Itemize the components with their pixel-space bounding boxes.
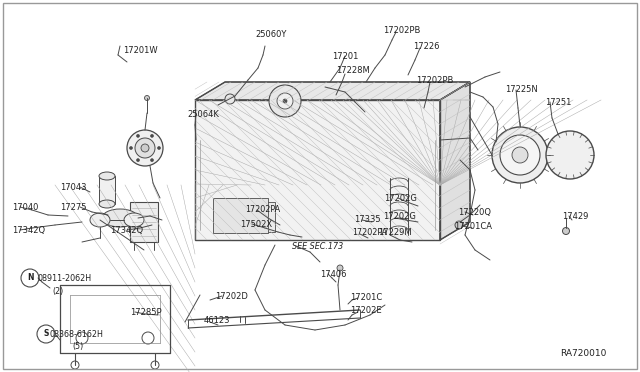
Text: N: N bbox=[27, 273, 33, 282]
Text: 17406: 17406 bbox=[320, 270, 346, 279]
Text: 17201W: 17201W bbox=[123, 46, 157, 55]
Bar bbox=[130, 202, 158, 242]
Text: 17202PA: 17202PA bbox=[245, 205, 280, 214]
Circle shape bbox=[500, 135, 540, 175]
Circle shape bbox=[563, 228, 570, 234]
Text: 17342Q: 17342Q bbox=[12, 226, 45, 235]
Ellipse shape bbox=[99, 200, 115, 208]
Text: 17220Q: 17220Q bbox=[458, 208, 491, 217]
Ellipse shape bbox=[102, 209, 138, 227]
Circle shape bbox=[157, 147, 161, 150]
Circle shape bbox=[76, 332, 88, 344]
Circle shape bbox=[37, 325, 55, 343]
Circle shape bbox=[71, 361, 79, 369]
Text: 17229M: 17229M bbox=[378, 228, 412, 237]
Text: S: S bbox=[44, 330, 49, 339]
Circle shape bbox=[136, 134, 140, 137]
Circle shape bbox=[145, 96, 150, 100]
Bar bbox=[215, 202, 275, 232]
Text: 17202G: 17202G bbox=[383, 212, 416, 221]
Text: 17202D: 17202D bbox=[215, 292, 248, 301]
Ellipse shape bbox=[99, 172, 115, 180]
Circle shape bbox=[136, 158, 140, 161]
Circle shape bbox=[283, 99, 287, 103]
Text: RA720010: RA720010 bbox=[560, 349, 606, 358]
Circle shape bbox=[150, 134, 154, 137]
Circle shape bbox=[225, 94, 235, 104]
Circle shape bbox=[150, 158, 154, 161]
Circle shape bbox=[337, 265, 343, 271]
Circle shape bbox=[269, 85, 301, 117]
Text: 17040: 17040 bbox=[12, 203, 38, 212]
Circle shape bbox=[127, 130, 163, 166]
Text: 17202PB: 17202PB bbox=[383, 26, 420, 35]
Text: 25064K: 25064K bbox=[187, 110, 219, 119]
Text: (2): (2) bbox=[52, 287, 63, 296]
Text: 17201: 17201 bbox=[332, 52, 358, 61]
Text: 17335: 17335 bbox=[354, 215, 381, 224]
Text: 17043: 17043 bbox=[60, 183, 86, 192]
Ellipse shape bbox=[90, 213, 110, 227]
Circle shape bbox=[135, 138, 155, 158]
Text: 46123: 46123 bbox=[204, 316, 230, 325]
Text: 17202G: 17202G bbox=[384, 194, 417, 203]
Circle shape bbox=[141, 144, 149, 152]
Text: 17342Q: 17342Q bbox=[110, 226, 143, 235]
Circle shape bbox=[492, 127, 548, 183]
Text: 17502X: 17502X bbox=[240, 220, 272, 229]
Polygon shape bbox=[440, 82, 470, 240]
Text: SEE SEC.173: SEE SEC.173 bbox=[292, 242, 343, 251]
Text: (5): (5) bbox=[72, 342, 83, 351]
Circle shape bbox=[512, 147, 528, 163]
Polygon shape bbox=[195, 82, 470, 100]
Text: 17285P: 17285P bbox=[130, 308, 162, 317]
Bar bbox=[99, 176, 115, 204]
Text: 08368-6162H: 08368-6162H bbox=[50, 330, 104, 339]
Text: 17251: 17251 bbox=[545, 98, 572, 107]
Text: 17228M: 17228M bbox=[336, 66, 370, 75]
Ellipse shape bbox=[124, 213, 144, 227]
Text: 17202PA: 17202PA bbox=[352, 228, 387, 237]
Circle shape bbox=[129, 147, 132, 150]
Circle shape bbox=[277, 93, 293, 109]
Polygon shape bbox=[195, 100, 440, 240]
Text: 25060Y: 25060Y bbox=[255, 30, 286, 39]
Text: 17201C: 17201C bbox=[350, 293, 382, 302]
Circle shape bbox=[546, 131, 594, 179]
Bar bbox=[213, 198, 268, 233]
Text: 17429: 17429 bbox=[562, 212, 588, 221]
Text: 17226: 17226 bbox=[413, 42, 440, 51]
Circle shape bbox=[21, 269, 39, 287]
Circle shape bbox=[142, 332, 154, 344]
Text: 17202PB: 17202PB bbox=[416, 76, 453, 85]
Text: 17201CA: 17201CA bbox=[454, 222, 492, 231]
Text: 17202E: 17202E bbox=[350, 306, 381, 315]
Text: 17225N: 17225N bbox=[505, 85, 538, 94]
Text: 17275: 17275 bbox=[60, 203, 86, 212]
Circle shape bbox=[151, 361, 159, 369]
Text: 08911-2062H: 08911-2062H bbox=[38, 274, 92, 283]
Circle shape bbox=[455, 221, 463, 229]
